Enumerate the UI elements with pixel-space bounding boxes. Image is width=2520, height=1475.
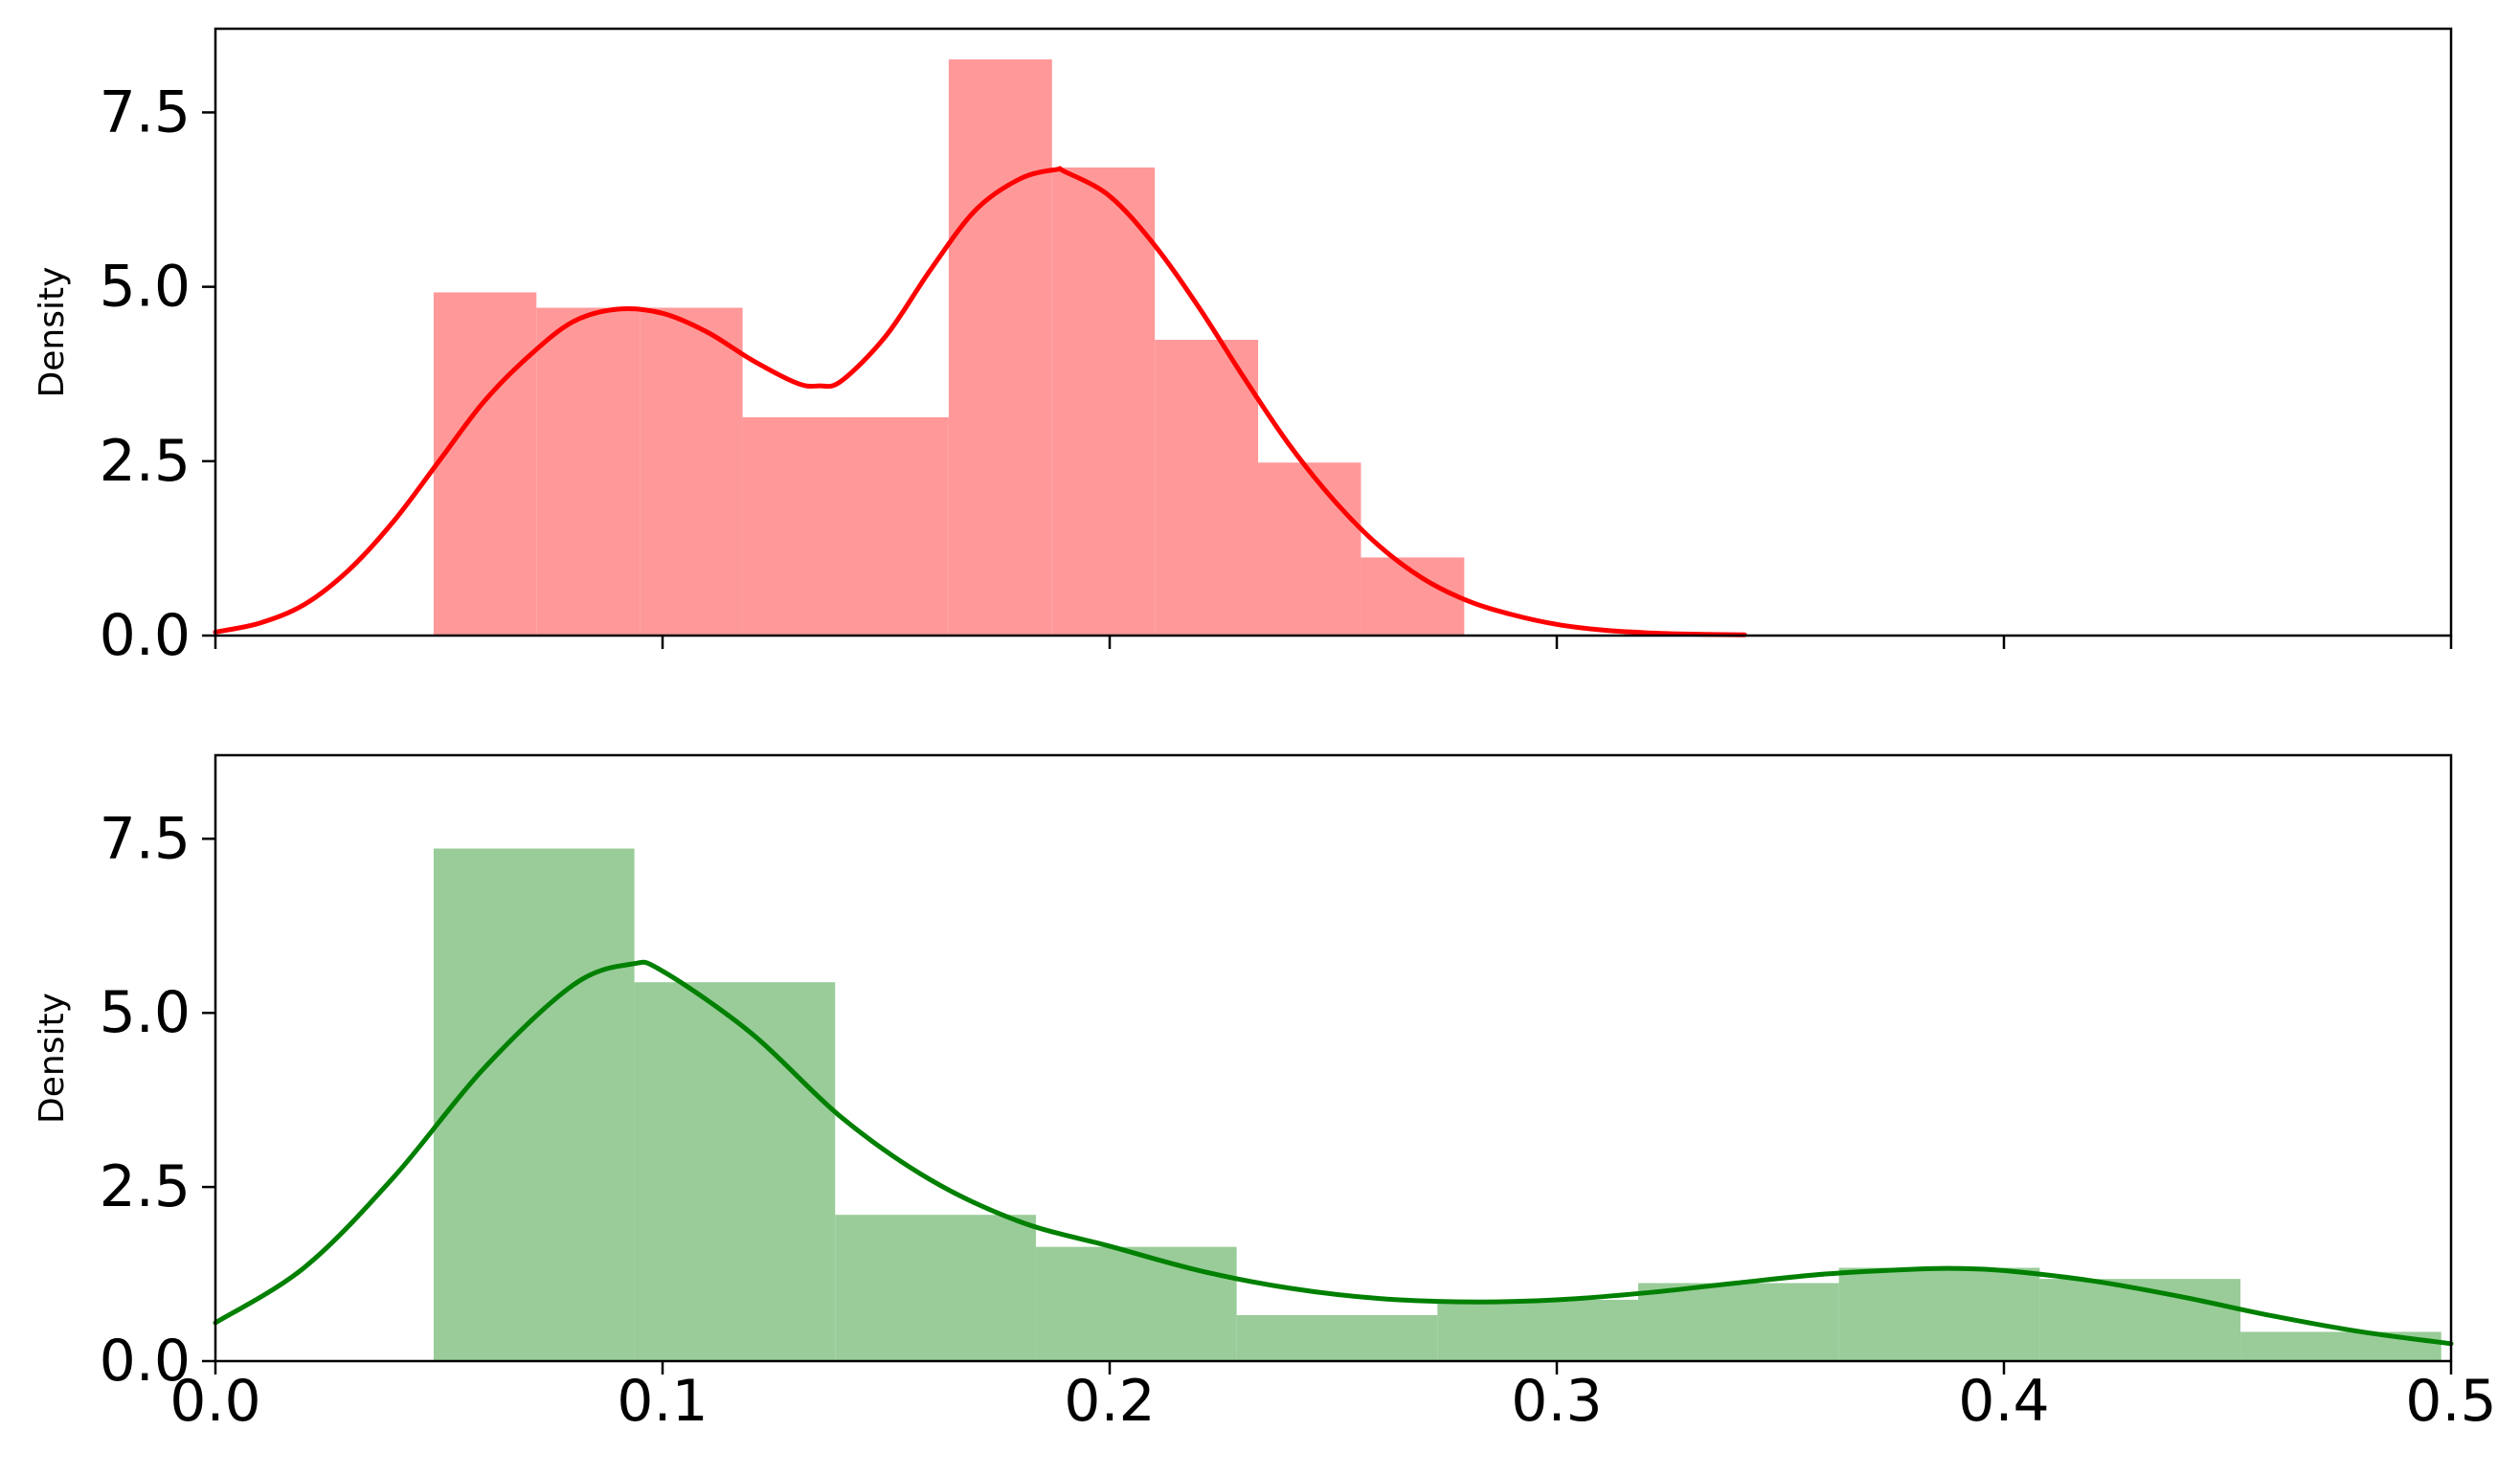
kde-line: [213, 959, 2454, 1347]
histogram-bar: [640, 307, 743, 636]
y-tick-label: 2.5: [100, 1153, 191, 1220]
histogram-bar: [1236, 1314, 1438, 1361]
y-tick-label: 5.0: [100, 254, 191, 321]
x-tick-label: 0.3: [1511, 1368, 1602, 1435]
histogram-bar: [1258, 462, 1361, 636]
histogram-bar: [835, 1215, 1036, 1361]
histogram-bar: [433, 848, 635, 1361]
x-tick-label: 0.5: [2405, 1368, 2496, 1435]
top-density-panel: 0.0 2.5 5.0 7.5 Density: [33, 27, 2453, 669]
histogram-bar: [536, 307, 641, 636]
x-tick-label: 0.0: [169, 1368, 260, 1435]
histogram-bar: [845, 416, 949, 636]
bottom-density-panel: 0.0 2.5 5.0 7.5 0.0 0.1 0.2 0.3 0.4 0.5 Density: [33, 753, 2497, 1435]
x-tick-label: 0.1: [617, 1368, 708, 1435]
y-axis-label: Density: [33, 993, 72, 1124]
y-tick-label: 7.5: [100, 78, 191, 145]
y-axis-label: Density: [33, 267, 72, 398]
y-tick-label: 7.5: [100, 805, 191, 872]
histogram-bar: [948, 59, 1052, 636]
histogram-bar: [433, 292, 537, 636]
histogram-bar: [1838, 1267, 2040, 1361]
axes-frame: [214, 753, 2453, 1363]
histogram-bar: [1637, 1283, 1839, 1361]
histogram-bar: [2240, 1331, 2441, 1361]
y-tick-label: 0.0: [100, 602, 191, 669]
histogram-bar: [742, 416, 846, 636]
histogram-bar: [2039, 1279, 2241, 1361]
y-tick-label: 0.0: [100, 1328, 191, 1395]
histogram-bar: [1437, 1299, 1638, 1361]
x-tick-label: 0.2: [1064, 1368, 1155, 1435]
histogram-bar: [1051, 168, 1156, 637]
axes-frame: [214, 27, 2453, 637]
histogram-bar: [1035, 1246, 1237, 1361]
y-tick-label: 2.5: [100, 428, 191, 495]
histogram-bar: [634, 982, 836, 1361]
histogram-bar: [1155, 340, 1259, 636]
y-tick-label: 5.0: [100, 979, 191, 1046]
kde-line: [213, 166, 1747, 637]
x-tick-label: 0.4: [1958, 1368, 2049, 1435]
